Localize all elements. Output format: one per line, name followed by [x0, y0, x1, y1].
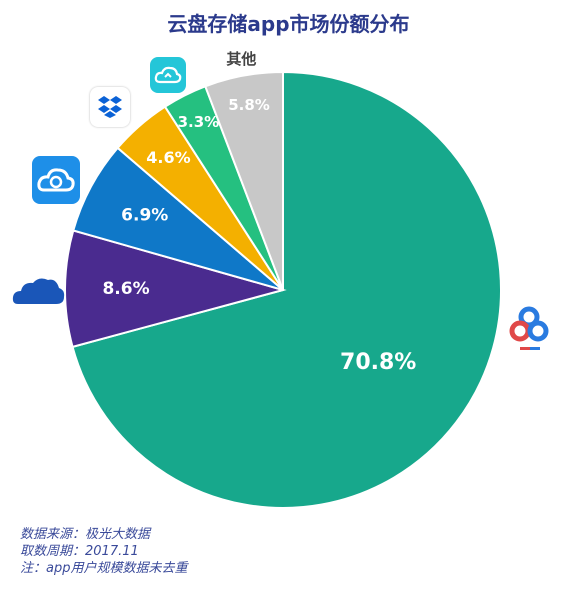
- slice-value-label: 4.6%: [146, 148, 190, 167]
- pie-slice: [64, 229, 287, 349]
- cloud-spiral-app-icon: [32, 156, 80, 204]
- data-remark-note: 注：app用户规模数据未去重: [20, 561, 188, 576]
- onedrive-cloud-icon: [10, 272, 66, 312]
- baidu-netdisk-logo-icon: [508, 305, 550, 355]
- data-period-note: 取数周期：2017.11: [20, 544, 139, 559]
- dropbox-icon: [90, 87, 130, 127]
- slice-value-label: 5.8%: [228, 96, 270, 114]
- cloud-sync-app-icon: [150, 57, 186, 93]
- slice-value-label: 6.9%: [121, 206, 168, 226]
- data-source-note: 数据来源：极光大数据: [20, 527, 151, 542]
- slice-value-label: 3.3%: [178, 113, 220, 131]
- chart-title: 云盘存储app市场份额分布: [167, 12, 410, 36]
- pie-slice: [71, 70, 502, 509]
- slice-category-label: 其他: [226, 50, 256, 68]
- slice-value-label: 70.8%: [340, 350, 416, 375]
- slice-value-label: 8.6%: [102, 279, 149, 299]
- pie-slice: [204, 70, 284, 291]
